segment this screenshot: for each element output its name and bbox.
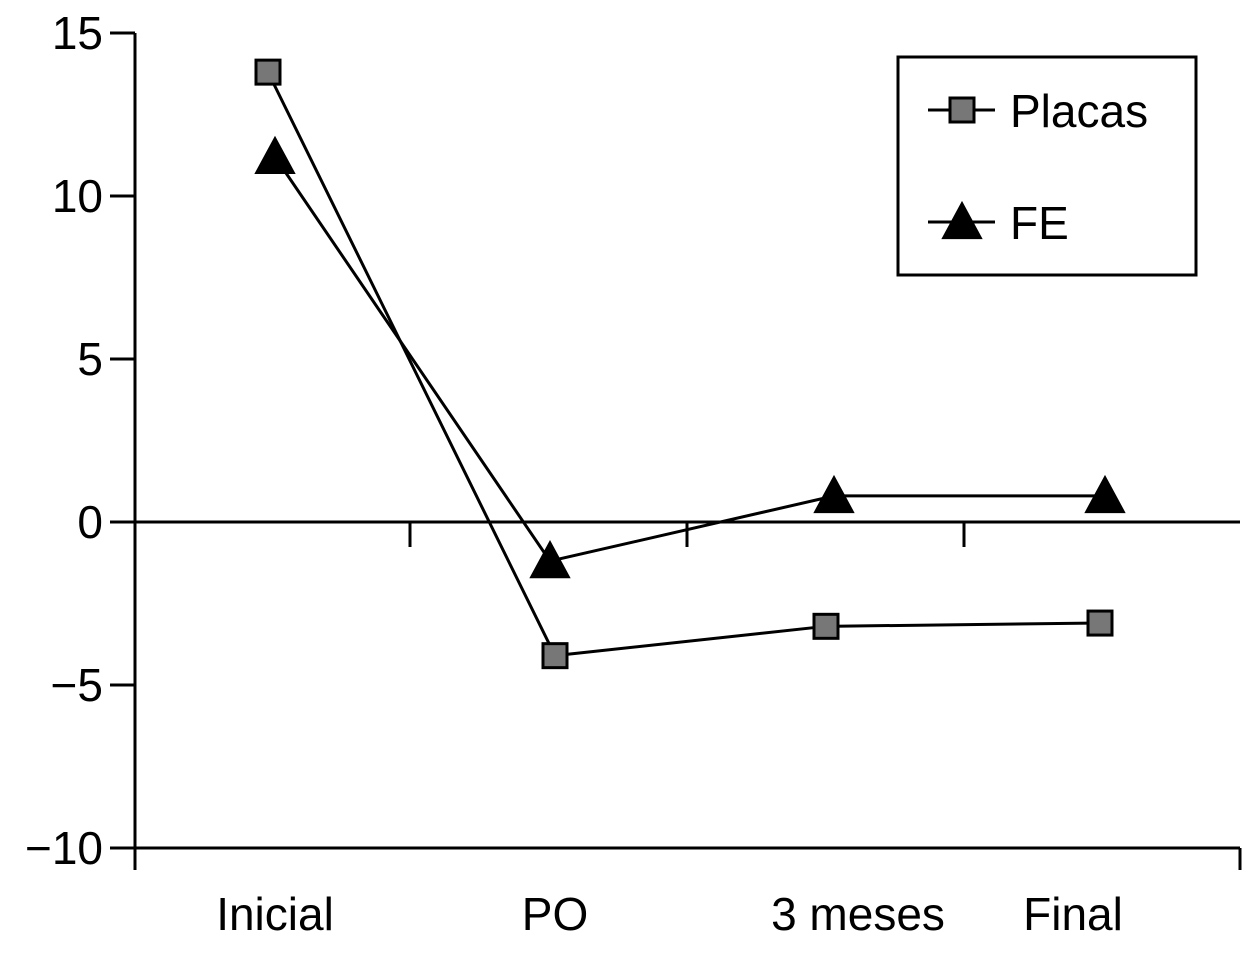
y-tick-label: 5 [77,333,103,385]
y-tick-label: −5 [51,659,103,711]
x-category-label: Final [1023,888,1123,940]
data-point-fe [254,135,296,175]
legend-label: FE [1010,197,1069,249]
y-tick-label: −10 [25,822,103,874]
legend-marker-placas [948,96,976,124]
x-category-label: Inicial [216,888,334,940]
data-point-placas [254,58,282,86]
data-point-placas [541,642,569,670]
data-point-placas [1086,609,1114,637]
x-category-label: PO [522,888,588,940]
data-point-fe [813,474,855,514]
series-line-fe [273,156,1105,563]
legend-label: Placas [1010,85,1148,137]
data-point-fe [1084,474,1126,514]
series-line-placas [266,71,1101,658]
data-point-placas [812,612,840,640]
x-category-label: 3 meses [771,888,945,940]
data-point-fe [529,540,571,579]
y-tick-label: 15 [52,7,103,59]
y-tick-label: 0 [77,496,103,548]
legend-marker-fe [941,200,983,240]
y-tick-label: 10 [52,170,103,222]
